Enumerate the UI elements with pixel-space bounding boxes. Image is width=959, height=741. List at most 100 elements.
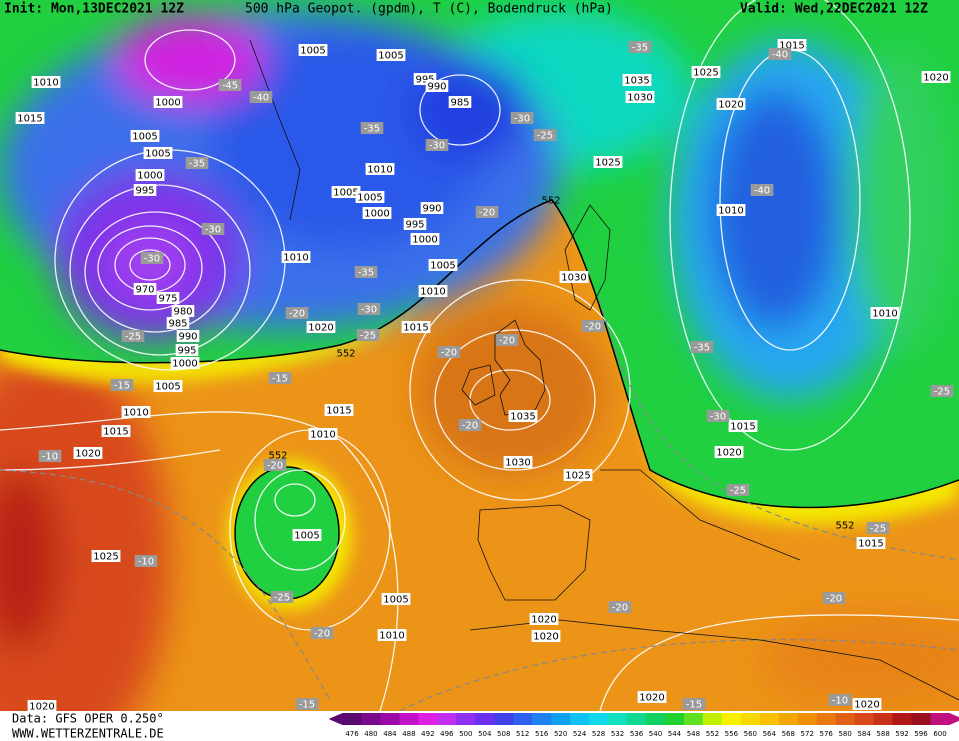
contour-label: 552 (541, 196, 560, 207)
temperature-label: -45 (222, 81, 238, 92)
colorbar-swatch (778, 713, 799, 725)
temperature-label: -30 (144, 254, 160, 265)
isobar-label-box (355, 191, 385, 203)
temperature-label-box (38, 450, 62, 462)
temperature-label: -20 (289, 309, 305, 320)
temperature-label: -20 (612, 603, 628, 614)
colorbar-label: 480 (364, 730, 377, 738)
isobar-label: 1010 (367, 165, 392, 176)
isobar-label: 975 (158, 294, 177, 305)
colorbar-label: 492 (421, 730, 434, 738)
isobar-label: 1005 (333, 188, 358, 199)
field-shading (0, 305, 959, 711)
temperature-label-box (533, 129, 557, 141)
temperature-label-box (510, 112, 534, 124)
temperature-label: -40 (754, 186, 770, 197)
colorbar-swatch (342, 713, 362, 725)
colorbar-swatch (702, 713, 723, 725)
temperature-label-box (458, 419, 482, 431)
temperature-label-box (581, 320, 605, 332)
isobar-label-box (403, 218, 427, 230)
isobar-label: 1015 (403, 323, 428, 334)
colorbar-label: 592 (895, 730, 908, 738)
isobar-label: 1020 (639, 693, 664, 704)
colorbar-label: 576 (820, 730, 834, 738)
colorbar-swatch (873, 713, 894, 725)
temperature-label: -15 (114, 381, 130, 392)
colorbar-swatch (475, 713, 495, 725)
temperature-label: -10 (138, 557, 154, 568)
colorbar-swatch (646, 713, 666, 725)
isobar-label: 1020 (923, 73, 948, 84)
temperature-label-box (608, 601, 632, 613)
isobar-label: 1000 (412, 235, 437, 246)
temperature-label: -35 (632, 43, 648, 54)
temperature-label: -10 (832, 696, 848, 707)
isobar-label: 985 (450, 98, 469, 109)
isobar-label: 1010 (310, 430, 335, 441)
isobar-label: 1005 (383, 595, 408, 606)
isobar-label-box (691, 66, 721, 78)
isobar-label-box (27, 700, 57, 712)
isobar-label: 1010 (379, 631, 404, 642)
colorbar-swatch (740, 713, 761, 725)
temperature-label-box (121, 330, 145, 342)
colorbar-label: 572 (801, 730, 814, 738)
temperature-label-box (270, 591, 294, 603)
isobar-label-box (637, 691, 667, 703)
isobar-label-box (622, 74, 652, 86)
colorbar-swatch (892, 713, 913, 725)
temperature-label: -35 (358, 268, 374, 279)
isobar-label-box (143, 147, 173, 159)
colorbar-label: 544 (668, 730, 682, 738)
isobar-label-box (171, 305, 195, 317)
colorbar-swatch (911, 713, 932, 725)
website: WWW.WETTERZENTRALE.DE (12, 727, 164, 741)
temperature-label: -20 (479, 208, 495, 219)
temperature-label: -35 (694, 343, 710, 354)
temperature-label-box (628, 41, 652, 53)
isobar-label: 1010 (420, 287, 445, 298)
temperature-label: -25 (730, 486, 746, 497)
isobar-label: 1005 (378, 51, 403, 62)
isobar-label-box (170, 357, 200, 369)
temperature-label-box (263, 459, 287, 471)
temperature-label: -25 (274, 593, 290, 604)
colorbar-label: 532 (611, 730, 624, 738)
colorbar-swatch (721, 713, 742, 725)
colorbar-label: 484 (383, 730, 397, 738)
temperature-label-box (185, 157, 209, 169)
isobar-label-box (281, 251, 311, 263)
isobar-label-box (714, 446, 744, 458)
colorbar-swatch (797, 713, 818, 725)
temperature-label-box (768, 48, 792, 60)
temperature-label-box (726, 484, 750, 496)
isobar-label: 1000 (172, 359, 197, 370)
temperature-label: -20 (267, 461, 283, 472)
temperature-label: -15 (686, 700, 702, 711)
colorbar-label: 556 (725, 730, 739, 738)
colorbar-swatch (570, 713, 590, 725)
temperature-label: -15 (299, 700, 315, 711)
colorbar-label: 548 (687, 730, 700, 738)
colorbar-swatch (589, 713, 609, 725)
isobar-label-box (324, 404, 354, 416)
temperature-label: -15 (272, 374, 288, 385)
isobar-label-box (298, 44, 328, 56)
colorbar-label: 520 (554, 730, 567, 738)
temperature-label: -20 (826, 594, 842, 605)
isobar-label-box (73, 447, 103, 459)
colorbar-label: 564 (763, 730, 777, 738)
temperature-label: -20 (462, 421, 478, 432)
colorbar-swatch (399, 713, 419, 725)
colorbar-label: 568 (782, 730, 795, 738)
temperature-label-box (425, 139, 449, 151)
colorbar-swatch (835, 713, 856, 725)
colorbar-label: 516 (535, 730, 549, 738)
isobar-label: 980 (173, 307, 192, 318)
temperature-label: -30 (361, 305, 377, 316)
colorbar-label: 500 (459, 730, 472, 738)
map-labels: 1005 100510101000995990985103510301025101… (15, 39, 954, 713)
temperature-label-box (866, 522, 890, 534)
